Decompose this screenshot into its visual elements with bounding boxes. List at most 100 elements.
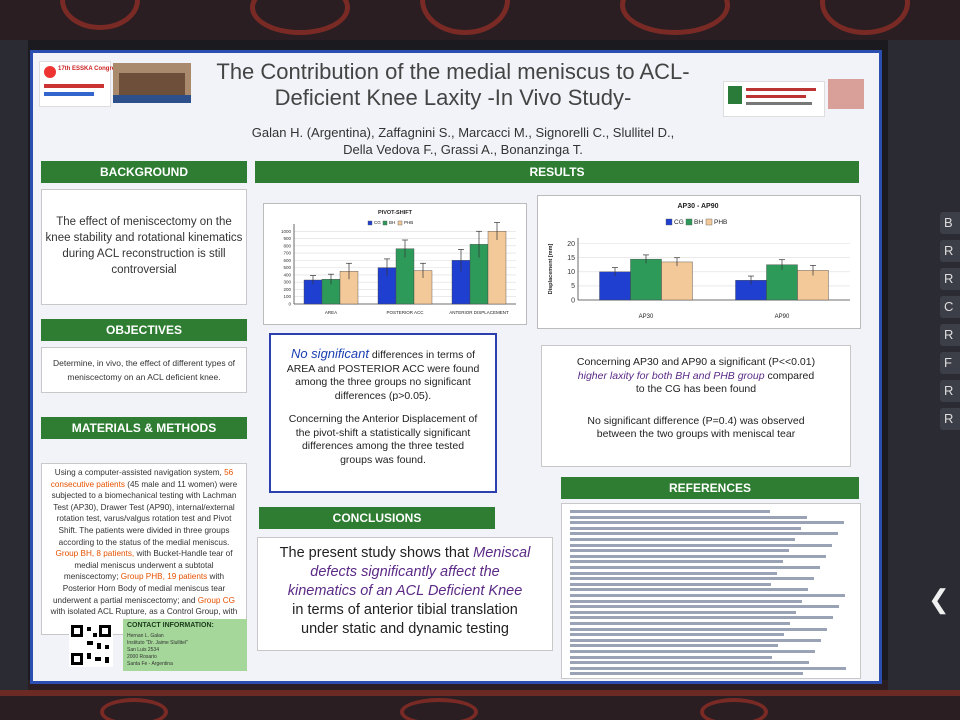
authors-line: Della Vedova F., Grassi A., Bonanzinga T…: [343, 142, 583, 157]
y-tick-label: 0: [288, 302, 291, 307]
background-box: The effect of meniscectomy on the knee s…: [41, 189, 247, 305]
bar-cg: [599, 271, 631, 301]
results-text: compared: [767, 369, 815, 382]
section-header-references: REFERENCES: [561, 477, 859, 499]
results-emphasis: higher laxity for both BH and PHB group: [577, 369, 765, 382]
y-tick-label: 300: [283, 280, 291, 285]
chart-title: PIVOT-SHIFT: [378, 210, 413, 216]
conclusions-emphasis: kinematics of an ACL Deficient Knee: [287, 583, 523, 599]
methods-text: medial meniscus underwent a subtotal: [74, 560, 214, 570]
reference-line: [570, 672, 803, 676]
conclusions-emphasis: defects significantly affect the: [310, 564, 500, 580]
side-button[interactable]: R: [940, 324, 960, 346]
section-header-objectives: OBJECTIVES: [41, 319, 247, 341]
reference-line: [570, 571, 777, 575]
congress-logo: 17th ESSKA Congress: [39, 61, 122, 107]
category-label: POSTERIOR ACC: [386, 310, 424, 315]
reference-line: [570, 655, 772, 659]
reference-line: [570, 510, 770, 513]
screen-bezel-left: [0, 40, 28, 690]
results-emphasis: No significant: [290, 346, 369, 361]
results-text: No significant difference (P=0.4) was ob…: [587, 414, 805, 427]
decorative-swirl: [60, 0, 140, 30]
results-text: between the two groups with meniscal tea…: [596, 428, 796, 440]
methods-highlight: Group BH, 8 patients,: [55, 549, 135, 559]
background-text: The effect of meniscectomy on the: [56, 216, 232, 228]
section-header-materials-methods: MATERIALS & METHODS: [41, 417, 247, 439]
side-button[interactable]: R: [940, 408, 960, 430]
section-header-background: BACKGROUND: [41, 161, 247, 183]
ap-chart-panel: AP30 - AP90 CG BH PHB 0 5 10 15 20 Displacement […: [537, 195, 861, 329]
y-tick-label: 10: [567, 269, 575, 276]
side-button[interactable]: F: [940, 352, 960, 374]
reference-line: [570, 666, 846, 670]
methods-text: according to the status of the medial me…: [58, 537, 230, 547]
methods-text: with Bucket-Handle tear of: [136, 549, 233, 559]
legend-label: CG: [674, 219, 684, 226]
city-photo: [113, 63, 191, 103]
results-text: differences in terms of: [371, 349, 476, 361]
side-button[interactable]: R: [940, 380, 960, 402]
results-text: differences (p>0.05).: [334, 389, 432, 402]
background-text: controversial: [111, 264, 177, 276]
pivot-shift-chart-panel: PIVOT-SHIFT CG BH PHB 0 100 200 300 400 500 600 700…: [263, 203, 527, 325]
side-button[interactable]: C: [940, 296, 960, 318]
legend-label: BH: [694, 219, 703, 226]
legend-label: PHB: [404, 220, 413, 225]
category-label: ANTERIOR DISPLACEMENT: [449, 310, 509, 315]
reference-line: [570, 582, 771, 586]
reference-line: [570, 526, 801, 530]
title-line: The Contribution of the medial meniscus …: [216, 59, 690, 84]
methods-text: subjected to a biomechanical testing wit…: [51, 491, 237, 501]
results-box-pivot-shift: No significant differences in terms of A…: [269, 333, 497, 493]
reference-line: [570, 633, 784, 637]
legend-label: BH: [389, 220, 395, 225]
side-button[interactable]: B: [940, 212, 960, 234]
objectives-text: Determine, in vivo, the effect of differ…: [52, 358, 236, 368]
results-text: among the three groups no significant: [295, 376, 471, 388]
reference-line: [570, 588, 808, 592]
reference-line: [570, 610, 796, 614]
y-tick-label: 5: [571, 283, 575, 290]
legend-swatch: [665, 218, 673, 226]
side-button[interactable]: R: [940, 240, 960, 262]
decorative-swirl: [620, 0, 730, 35]
methods-text: Using a computer-assisted navigation sys…: [54, 468, 222, 477]
conclusions-text: under static and dynamic testing: [301, 621, 509, 637]
reference-line: [570, 538, 795, 541]
methods-highlight: Group CG: [197, 595, 236, 605]
legend-label: CG: [374, 220, 381, 225]
background-decoration-bottom: [0, 680, 960, 720]
legend-swatch: [382, 220, 388, 226]
reference-line: [570, 650, 815, 653]
conclusions-box: The present study shows that Meniscal de…: [257, 537, 553, 651]
poster-title: The Contribution of the medial meniscus …: [173, 59, 733, 111]
reference-line: [570, 605, 839, 609]
results-text: Concerning the Anterior Displacement of: [288, 413, 478, 425]
references-box: [561, 503, 861, 679]
bar-bh: [630, 258, 662, 301]
legend-swatch: [685, 218, 693, 226]
qr-code-icon: [71, 625, 111, 665]
methods-highlight: 56: [224, 468, 234, 477]
qr-code[interactable]: [69, 623, 113, 667]
methods-text: with: [209, 572, 225, 582]
methods-text: meniscectomy;: [63, 572, 119, 582]
contact-line: San Luis 2534: [127, 647, 159, 653]
reference-line: [570, 549, 789, 553]
decorative-swirl: [420, 0, 510, 35]
poster: 17th ESSKA Congress The Contribution of …: [30, 50, 882, 684]
background-decoration-top: [0, 0, 960, 40]
side-button[interactable]: R: [940, 268, 960, 290]
y-tick-label: 100: [283, 294, 291, 299]
legend-swatch: [397, 220, 403, 226]
objectives-box: Determine, in vivo, the effect of differ…: [41, 347, 247, 393]
decorative-swirl: [820, 0, 910, 35]
ap30-ap90-chart: AP30 - AP90 CG BH PHB 0 5 10 15 20 Displacement […: [548, 203, 850, 320]
arrow-left-icon[interactable]: ❮: [928, 584, 950, 614]
y-tick-label: 600: [283, 258, 291, 263]
methods-text: Shift. The patients were divided in thre…: [58, 525, 230, 535]
results-text: groups was found.: [340, 453, 426, 466]
authors: Galan H. (Argentina), Zaffagnini S., Mar…: [153, 124, 773, 158]
background-text: during ACL reconstruction is still: [62, 248, 226, 260]
